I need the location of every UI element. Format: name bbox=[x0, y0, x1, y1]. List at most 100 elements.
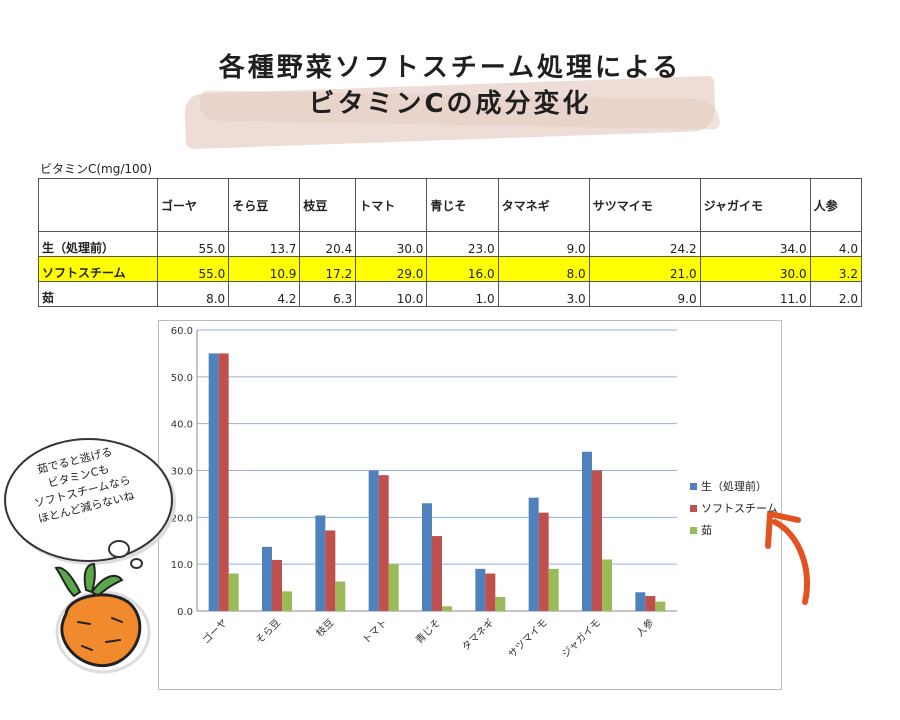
table-corner-cell bbox=[38, 178, 158, 232]
y-tick-label: 40.0 bbox=[171, 420, 193, 431]
table-cell: 4.2 bbox=[228, 281, 301, 307]
x-tick-label: トマト bbox=[361, 617, 390, 646]
table-row-highlighted: ソフトスチーム 55.0 10.9 17.2 29.0 16.0 8.0 21.… bbox=[38, 256, 863, 282]
page-title: 各種野菜ソフトスチーム処理による ビタミンCの成分変化 bbox=[0, 50, 900, 122]
table-cell: 30.0 bbox=[699, 256, 811, 282]
bar bbox=[422, 503, 432, 611]
legend-item-soft-steam: ソフトスチーム bbox=[690, 497, 778, 519]
x-tick-label: 青じそ bbox=[413, 616, 443, 646]
row-label: ソフトスチーム bbox=[38, 256, 158, 282]
bar bbox=[485, 573, 496, 611]
bar bbox=[262, 546, 272, 611]
table-cell: 9.0 bbox=[588, 281, 701, 307]
x-tick-label: 人参 bbox=[633, 616, 656, 639]
bar bbox=[528, 497, 539, 611]
column-header: ゴーヤ bbox=[156, 178, 230, 232]
chart-legend: 生（処理前） ソフトスチーム 茹 bbox=[690, 475, 778, 541]
bar bbox=[645, 596, 656, 611]
legend-label-raw: 生（処理前） bbox=[701, 480, 767, 493]
table-cell: 8.0 bbox=[156, 281, 230, 307]
bar bbox=[208, 353, 219, 611]
bar bbox=[592, 470, 602, 611]
bar bbox=[495, 596, 506, 611]
curved-arrow-icon bbox=[765, 511, 810, 605]
table-cell: 6.3 bbox=[299, 281, 357, 307]
table-cell: 55.0 bbox=[156, 231, 230, 257]
table-row: 生（処理前） 55.0 13.7 20.4 30.0 23.0 9.0 24.2… bbox=[38, 231, 863, 257]
y-tick-label: 10.0 bbox=[171, 560, 193, 571]
bar bbox=[538, 512, 549, 611]
table-cell: 21.0 bbox=[588, 256, 701, 282]
x-tick-label: そら豆 bbox=[253, 617, 283, 647]
table-cell: 17.2 bbox=[299, 256, 357, 282]
legend-swatch-boiled bbox=[690, 526, 697, 534]
table-row: 茹 8.0 4.2 6.3 10.0 1.0 3.0 9.0 11.0 2.0 bbox=[38, 281, 863, 307]
legend-swatch-soft-steam bbox=[690, 504, 697, 512]
thought-dot-small bbox=[130, 558, 143, 569]
column-header: ジャガイモ bbox=[699, 178, 811, 232]
bar bbox=[325, 530, 336, 611]
x-tick-label: タマネギ bbox=[460, 617, 497, 654]
bar bbox=[442, 606, 452, 611]
y-tick-label: 50.0 bbox=[171, 373, 193, 384]
legend-item-raw: 生（処理前） bbox=[690, 475, 778, 497]
column-header: 枝豆 bbox=[299, 178, 357, 232]
bar bbox=[388, 564, 399, 611]
y-tick-label: 30.0 bbox=[171, 467, 193, 478]
table-cell: 10.0 bbox=[355, 281, 428, 307]
x-tick-label: サツマイモ bbox=[506, 617, 550, 661]
table-cell: 13.7 bbox=[228, 231, 301, 257]
thought-dot-large bbox=[108, 540, 130, 558]
bar bbox=[655, 601, 666, 611]
table-cell: 4.0 bbox=[809, 231, 863, 257]
table-cell: 20.4 bbox=[299, 231, 357, 257]
legend-label-soft-steam: ソフトスチーム bbox=[701, 502, 778, 515]
column-header: そら豆 bbox=[228, 178, 301, 232]
table-cell: 3.2 bbox=[809, 256, 863, 282]
y-tick-label: 0.0 bbox=[177, 607, 193, 618]
vitamin-c-table: ゴーヤ そら豆 枝豆 トマト 青じそ タマネギ サツマイモ ジャガイモ 人参 生… bbox=[38, 178, 863, 307]
column-header: トマト bbox=[355, 178, 428, 232]
table-cell: 30.0 bbox=[355, 231, 428, 257]
legend-item-boiled: 茹 bbox=[690, 519, 778, 541]
table-unit-label: ビタミンC(mg/100) bbox=[40, 162, 152, 176]
table-cell: 34.0 bbox=[699, 231, 811, 257]
bar bbox=[582, 451, 592, 611]
table-cell: 10.9 bbox=[228, 256, 301, 282]
bar-chart: 0.0 10.0 20.0 30.0 40.0 50.0 60.0 ゴーヤ そら豆 枝豆 トマト 青じ… bbox=[158, 320, 782, 690]
table-cell: 16.0 bbox=[426, 256, 499, 282]
table-cell: 24.2 bbox=[588, 231, 701, 257]
y-tick-label: 60.0 bbox=[171, 326, 193, 337]
bar bbox=[282, 591, 292, 611]
table-cell: 23.0 bbox=[426, 231, 499, 257]
table-cell: 3.0 bbox=[497, 281, 590, 307]
x-tick-label: ジャガイモ bbox=[560, 617, 603, 660]
speech-bubble-text: 茹でると逃げる ビタミンCも ソフトスチームなら ほとんど減らないね bbox=[0, 435, 170, 568]
table-cell: 1.0 bbox=[426, 281, 499, 307]
x-tick-label: ゴーヤ bbox=[199, 616, 229, 646]
x-tick-label: 枝豆 bbox=[313, 616, 336, 639]
bar bbox=[602, 559, 612, 611]
column-header: タマネギ bbox=[497, 178, 590, 232]
table-cell: 2.0 bbox=[809, 281, 863, 307]
carrot-mascot-icon bbox=[54, 562, 151, 674]
bar bbox=[368, 470, 379, 611]
row-label: 生（処理前） bbox=[38, 231, 158, 257]
table-cell: 29.0 bbox=[355, 256, 428, 282]
title-line-1: 各種野菜ソフトスチーム処理による bbox=[218, 53, 682, 83]
table-cell: 8.0 bbox=[497, 256, 590, 282]
bar bbox=[548, 568, 559, 611]
row-label: 茹 bbox=[38, 281, 158, 307]
column-header: サツマイモ bbox=[588, 178, 701, 232]
title-line-2: ビタミンCの成分変化 bbox=[308, 89, 592, 119]
bar bbox=[432, 536, 442, 611]
bar bbox=[272, 559, 282, 611]
table-cell: 55.0 bbox=[156, 256, 230, 282]
table-cell: 9.0 bbox=[497, 231, 590, 257]
bar bbox=[335, 581, 346, 611]
table-cell: 11.0 bbox=[699, 281, 811, 307]
bar bbox=[475, 568, 486, 611]
legend-label-boiled: 茹 bbox=[701, 524, 712, 537]
bar-chart-svg: 0.0 10.0 20.0 30.0 40.0 50.0 60.0 ゴーヤ そら豆 枝豆 トマト 青じ… bbox=[171, 326, 677, 661]
bar bbox=[218, 353, 229, 611]
